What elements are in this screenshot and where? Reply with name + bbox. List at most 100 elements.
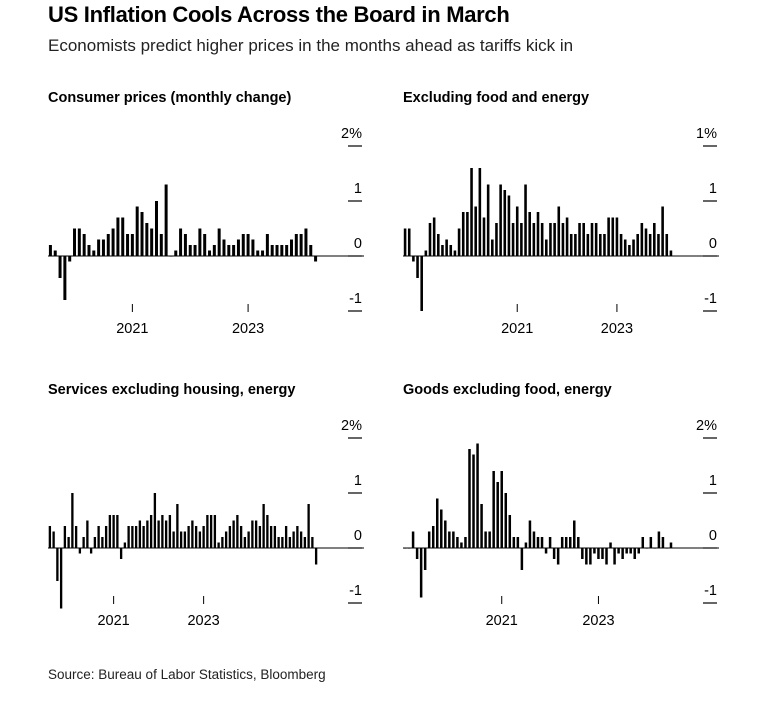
- bar: [553, 223, 556, 256]
- bar: [420, 256, 423, 311]
- bar: [309, 245, 313, 256]
- bar: [217, 228, 221, 256]
- bar: [77, 228, 81, 256]
- bar: [288, 537, 292, 548]
- bar: [266, 515, 269, 548]
- bar: [227, 245, 231, 256]
- x-tick-label: 2023: [601, 321, 633, 337]
- bar: [476, 443, 479, 548]
- bar: [307, 504, 310, 548]
- bar: [303, 537, 307, 548]
- bar: [150, 228, 154, 256]
- bar: [149, 515, 153, 548]
- bar: [67, 537, 70, 548]
- bar: [285, 245, 289, 256]
- bar: [82, 537, 85, 548]
- panel-goods: Goods excluding food, energy 2% 1 0 -1 2021 2…: [403, 382, 763, 652]
- bar: [581, 548, 584, 559]
- bar: [561, 223, 565, 256]
- bar: [157, 520, 160, 548]
- bar: [503, 190, 507, 256]
- panel-consumer-prices: Consumer prices (monthly change) 2% 1 0 -1 2…: [48, 90, 408, 360]
- bar: [281, 537, 284, 548]
- bar: [507, 195, 511, 256]
- bar: [140, 212, 144, 256]
- bar: [86, 520, 89, 548]
- bar: [565, 217, 569, 256]
- bar: [289, 239, 293, 256]
- bar: [540, 537, 544, 548]
- panel-services: Services excluding housing, energy 2% 1 0 -…: [48, 382, 408, 652]
- bar: [516, 537, 520, 548]
- bar: [611, 217, 615, 256]
- bar: [637, 548, 640, 554]
- y-tick-label: 0: [354, 236, 362, 252]
- bar: [495, 223, 498, 256]
- bar: [557, 206, 561, 256]
- chart-core-prices: 1% 1 0 -1 2021 2023: [403, 126, 719, 337]
- y-tick-label: 1%: [696, 126, 717, 142]
- bar: [183, 234, 187, 256]
- y-tick-label: 1: [354, 473, 362, 489]
- bar: [560, 537, 564, 548]
- bar: [63, 256, 67, 300]
- bar: [464, 537, 467, 548]
- bar: [544, 548, 548, 554]
- bar: [194, 526, 198, 548]
- bar: [484, 531, 487, 548]
- bar: [511, 223, 515, 256]
- bar: [294, 234, 298, 256]
- bar: [594, 223, 598, 256]
- bar: [146, 520, 149, 548]
- bar: [299, 531, 303, 548]
- bar: [154, 201, 158, 256]
- bar: [589, 548, 592, 565]
- source-note: Source: Bureau of Labor Statistics, Bloo…: [48, 667, 326, 682]
- bar: [93, 537, 97, 548]
- bar: [536, 537, 540, 548]
- bar: [625, 548, 628, 554]
- y-tick-label: 1: [709, 181, 717, 197]
- x-tick-label: 2023: [582, 613, 614, 629]
- bar: [236, 515, 239, 548]
- bar: [528, 520, 532, 548]
- bar: [515, 206, 519, 256]
- bar: [548, 537, 552, 548]
- bar: [644, 228, 648, 256]
- bar: [183, 531, 187, 548]
- bar: [222, 239, 226, 256]
- bar: [416, 256, 419, 278]
- bar: [512, 537, 516, 548]
- bar: [466, 212, 469, 256]
- bar: [407, 548, 411, 549]
- bar: [585, 548, 588, 565]
- bar: [508, 515, 512, 548]
- bar: [532, 531, 536, 548]
- bar: [217, 542, 220, 548]
- bar: [258, 526, 262, 548]
- bar: [461, 212, 465, 256]
- bar: [284, 526, 288, 548]
- bar: [168, 515, 172, 548]
- bar: [468, 449, 471, 548]
- bar: [460, 542, 463, 548]
- bar: [470, 168, 473, 256]
- bar: [582, 223, 585, 256]
- chart-goods: 2% 1 0 -1 2021 2023: [403, 418, 719, 629]
- bar: [179, 228, 183, 256]
- bar: [209, 515, 213, 548]
- bar: [198, 531, 202, 548]
- bar: [97, 526, 100, 548]
- bar: [187, 526, 190, 548]
- bar: [232, 245, 236, 256]
- y-tick-label: 2%: [696, 418, 717, 434]
- bar: [112, 515, 115, 548]
- bar: [241, 234, 245, 256]
- y-tick-label: 1: [709, 473, 717, 489]
- bar: [412, 256, 415, 262]
- bar: [311, 537, 314, 548]
- bar: [87, 245, 91, 256]
- bar: [127, 526, 130, 548]
- bar: [403, 548, 407, 549]
- bar: [172, 531, 175, 548]
